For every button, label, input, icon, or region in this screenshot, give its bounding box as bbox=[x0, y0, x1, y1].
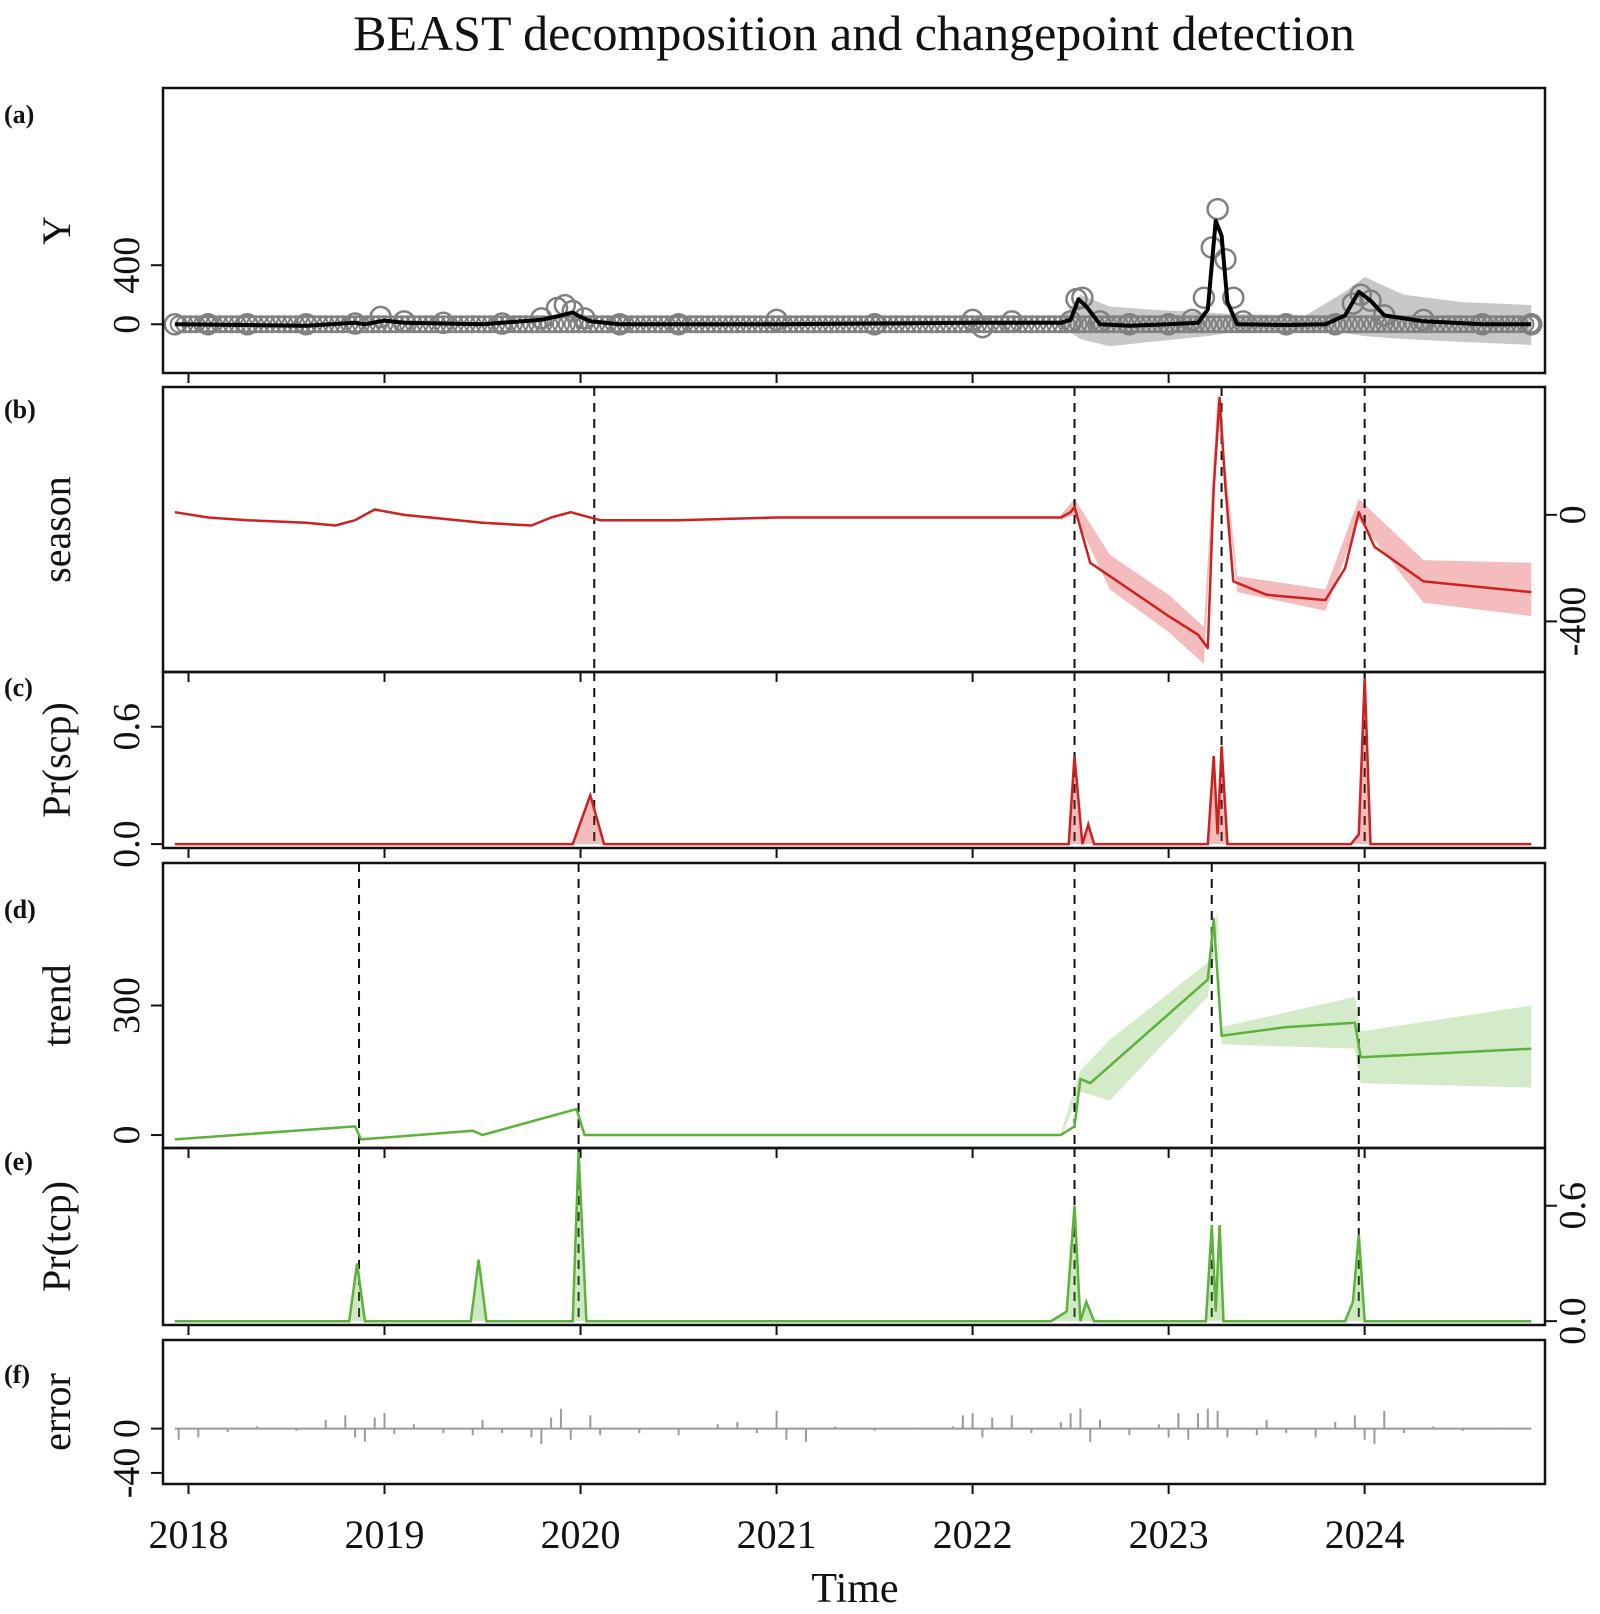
panel-f-plot bbox=[174, 1408, 1532, 1445]
observation-point bbox=[1075, 315, 1094, 334]
observation-point bbox=[1410, 315, 1429, 334]
observation-point bbox=[1216, 315, 1235, 334]
x-axis: 2018 2019 2020 2021 2022 2023 2024 bbox=[148, 1512, 1404, 1557]
observation-point bbox=[581, 315, 600, 334]
y-axis-label: trend bbox=[34, 964, 79, 1046]
observation-point bbox=[1363, 315, 1382, 334]
panels-container: (a)0400Y(b)0-400season(c)0.00.6Pr(scp)(d… bbox=[4, 86, 1594, 1499]
chart-title: BEAST decomposition and changepoint dete… bbox=[353, 5, 1355, 61]
observation-point bbox=[1351, 315, 1370, 334]
panel-frame bbox=[161, 1338, 1547, 1486]
x-tick-label: 2020 bbox=[541, 1512, 621, 1557]
y-axis-label: Pr(tcp) bbox=[34, 1181, 79, 1292]
y-tick-label: 0.0 bbox=[106, 820, 148, 868]
observation-point bbox=[557, 315, 576, 334]
y-tick-label: 300 bbox=[106, 977, 148, 1034]
observation-point bbox=[1398, 315, 1417, 334]
observation-point bbox=[1222, 286, 1245, 309]
x-axis-label: Time bbox=[811, 1566, 898, 1612]
panel-e: (e) 0.0 0.6 Pr(tcp) bbox=[4, 1146, 1594, 1345]
series-line-seasonal bbox=[174, 396, 1532, 650]
observation-point bbox=[1069, 315, 1088, 334]
panel-f: (f) 0 -40 error bbox=[4, 1338, 1547, 1499]
panel-frame bbox=[161, 86, 1547, 375]
uncertainty-band bbox=[1060, 392, 1532, 665]
panel-b-plot bbox=[174, 387, 1532, 672]
series-line-Y-fitted bbox=[174, 218, 1532, 328]
observation-point bbox=[510, 315, 529, 334]
panel-label: (e) bbox=[4, 1147, 33, 1176]
panel-frame bbox=[161, 1146, 1547, 1327]
x-tick-label: 2022 bbox=[933, 1512, 1013, 1557]
observation-point bbox=[1198, 315, 1217, 334]
observation-point bbox=[1204, 315, 1223, 334]
y-axis-label: error bbox=[34, 1373, 79, 1451]
panel-frame bbox=[161, 670, 1547, 850]
panel-label: (b) bbox=[4, 395, 36, 424]
uncertainty-band bbox=[1060, 277, 1532, 347]
y-axis-label: Y bbox=[34, 216, 79, 245]
uncertainty-band bbox=[1060, 910, 1532, 1138]
observation-point bbox=[563, 315, 582, 334]
x-tick-label: 2021 bbox=[737, 1512, 817, 1557]
y-tick-label: 0.6 bbox=[106, 703, 148, 751]
observation-point bbox=[1404, 315, 1423, 334]
observation-point bbox=[1206, 197, 1229, 221]
panel-label: (f) bbox=[4, 1360, 30, 1389]
y-tick-label: 0 bbox=[106, 1126, 148, 1145]
y-tick-label: 0 bbox=[106, 315, 148, 334]
panel-a-plot bbox=[163, 197, 1543, 347]
observation-point bbox=[1416, 315, 1435, 334]
panel-label: (d) bbox=[4, 895, 36, 924]
y-tick-label: 0 bbox=[106, 1419, 148, 1438]
probability-line bbox=[174, 677, 1532, 846]
observation-point bbox=[575, 315, 594, 334]
panel-b: (b) 0 -400 season bbox=[4, 385, 1594, 682]
probability-fill bbox=[174, 677, 1532, 845]
y-tick-label: 400 bbox=[106, 237, 148, 294]
panel-d-plot bbox=[174, 863, 1532, 1148]
panel-c: (c) 0.0 0.6 Pr(scp) bbox=[4, 670, 1547, 868]
probability-line bbox=[174, 1151, 1532, 1323]
x-tick-label: 2018 bbox=[148, 1512, 228, 1557]
panel-a: (a) 0 400 Y bbox=[4, 86, 1547, 383]
y-axis-label: season bbox=[34, 476, 79, 583]
observation-point bbox=[522, 315, 541, 334]
panel-e-plot bbox=[174, 1148, 1532, 1325]
probability-fill bbox=[174, 1151, 1532, 1322]
x-tick-label: 2023 bbox=[1129, 1512, 1209, 1557]
observation-point bbox=[1210, 315, 1229, 334]
observation-point bbox=[1071, 286, 1094, 309]
y-tick-label: -400 bbox=[1552, 587, 1594, 657]
observation-point bbox=[528, 315, 547, 334]
y-tick-label: 0.6 bbox=[1552, 1182, 1594, 1230]
y-tick-label: -40 bbox=[106, 1448, 148, 1499]
y-tick-label: 0 bbox=[1552, 505, 1594, 524]
x-tick-label: 2019 bbox=[345, 1512, 425, 1557]
observation-point bbox=[1359, 289, 1382, 312]
panel-label: (c) bbox=[4, 673, 33, 702]
observation-point bbox=[381, 315, 400, 334]
y-tick-label: 0.0 bbox=[1552, 1297, 1594, 1345]
x-tick-label: 2024 bbox=[1325, 1512, 1405, 1557]
observation-point bbox=[375, 315, 394, 334]
series-line-trend bbox=[174, 917, 1532, 1141]
observation-point bbox=[1369, 315, 1388, 334]
observation-point bbox=[534, 315, 553, 334]
observation-point bbox=[1339, 315, 1358, 334]
observation-point bbox=[1422, 315, 1441, 334]
observation-point bbox=[1345, 315, 1364, 334]
observation-point bbox=[1357, 315, 1376, 334]
observation-point bbox=[516, 315, 535, 334]
observation-point bbox=[561, 299, 584, 323]
panel-d: (d) 0 300 trend bbox=[4, 861, 1547, 1158]
observation-point bbox=[1192, 286, 1216, 309]
y-axis-label: Pr(scp) bbox=[34, 702, 79, 818]
panel-frame bbox=[161, 385, 1547, 674]
panel-label: (a) bbox=[4, 100, 34, 129]
panel-c-plot bbox=[174, 672, 1532, 848]
